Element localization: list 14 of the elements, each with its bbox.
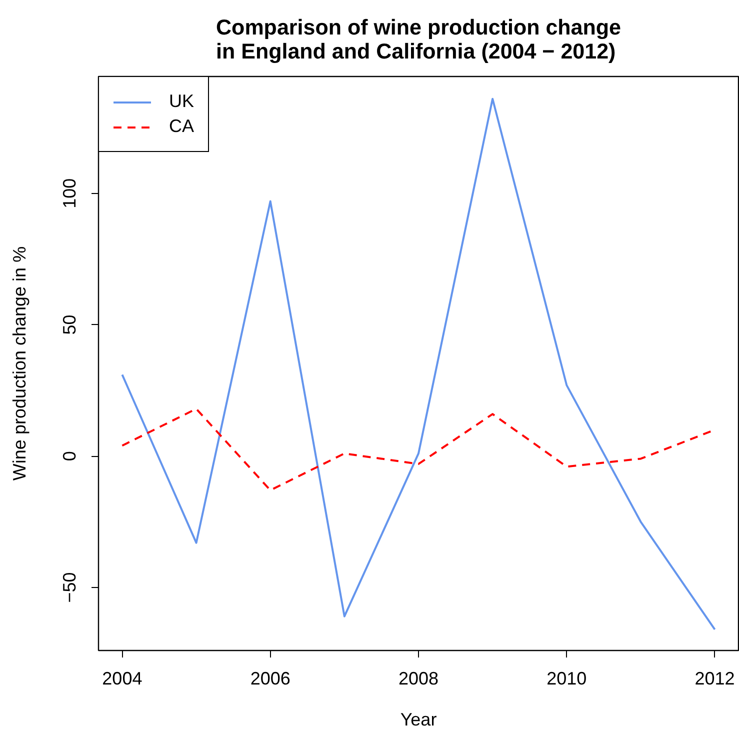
x-tick-label: 2012 bbox=[694, 668, 735, 688]
chart-title: Comparison of wine production change in England and California (2004 − 2012) bbox=[216, 16, 622, 64]
legend-label: UK bbox=[169, 91, 194, 112]
y-tick-label: 100 bbox=[60, 178, 80, 208]
y-axis-title: Wine production change in % bbox=[10, 246, 30, 481]
y-tick-label: 0 bbox=[60, 451, 80, 462]
x-axis-title: Year bbox=[400, 710, 437, 730]
legend-label: CA bbox=[169, 116, 194, 137]
x-tick-label: 2010 bbox=[546, 668, 587, 688]
x-tick-label: 2008 bbox=[398, 668, 439, 688]
x-tick-label: 2004 bbox=[102, 668, 142, 688]
y-tick-label: 50 bbox=[60, 314, 80, 335]
y-tick-label: −50 bbox=[60, 572, 80, 603]
x-tick-label: 2006 bbox=[250, 668, 290, 688]
